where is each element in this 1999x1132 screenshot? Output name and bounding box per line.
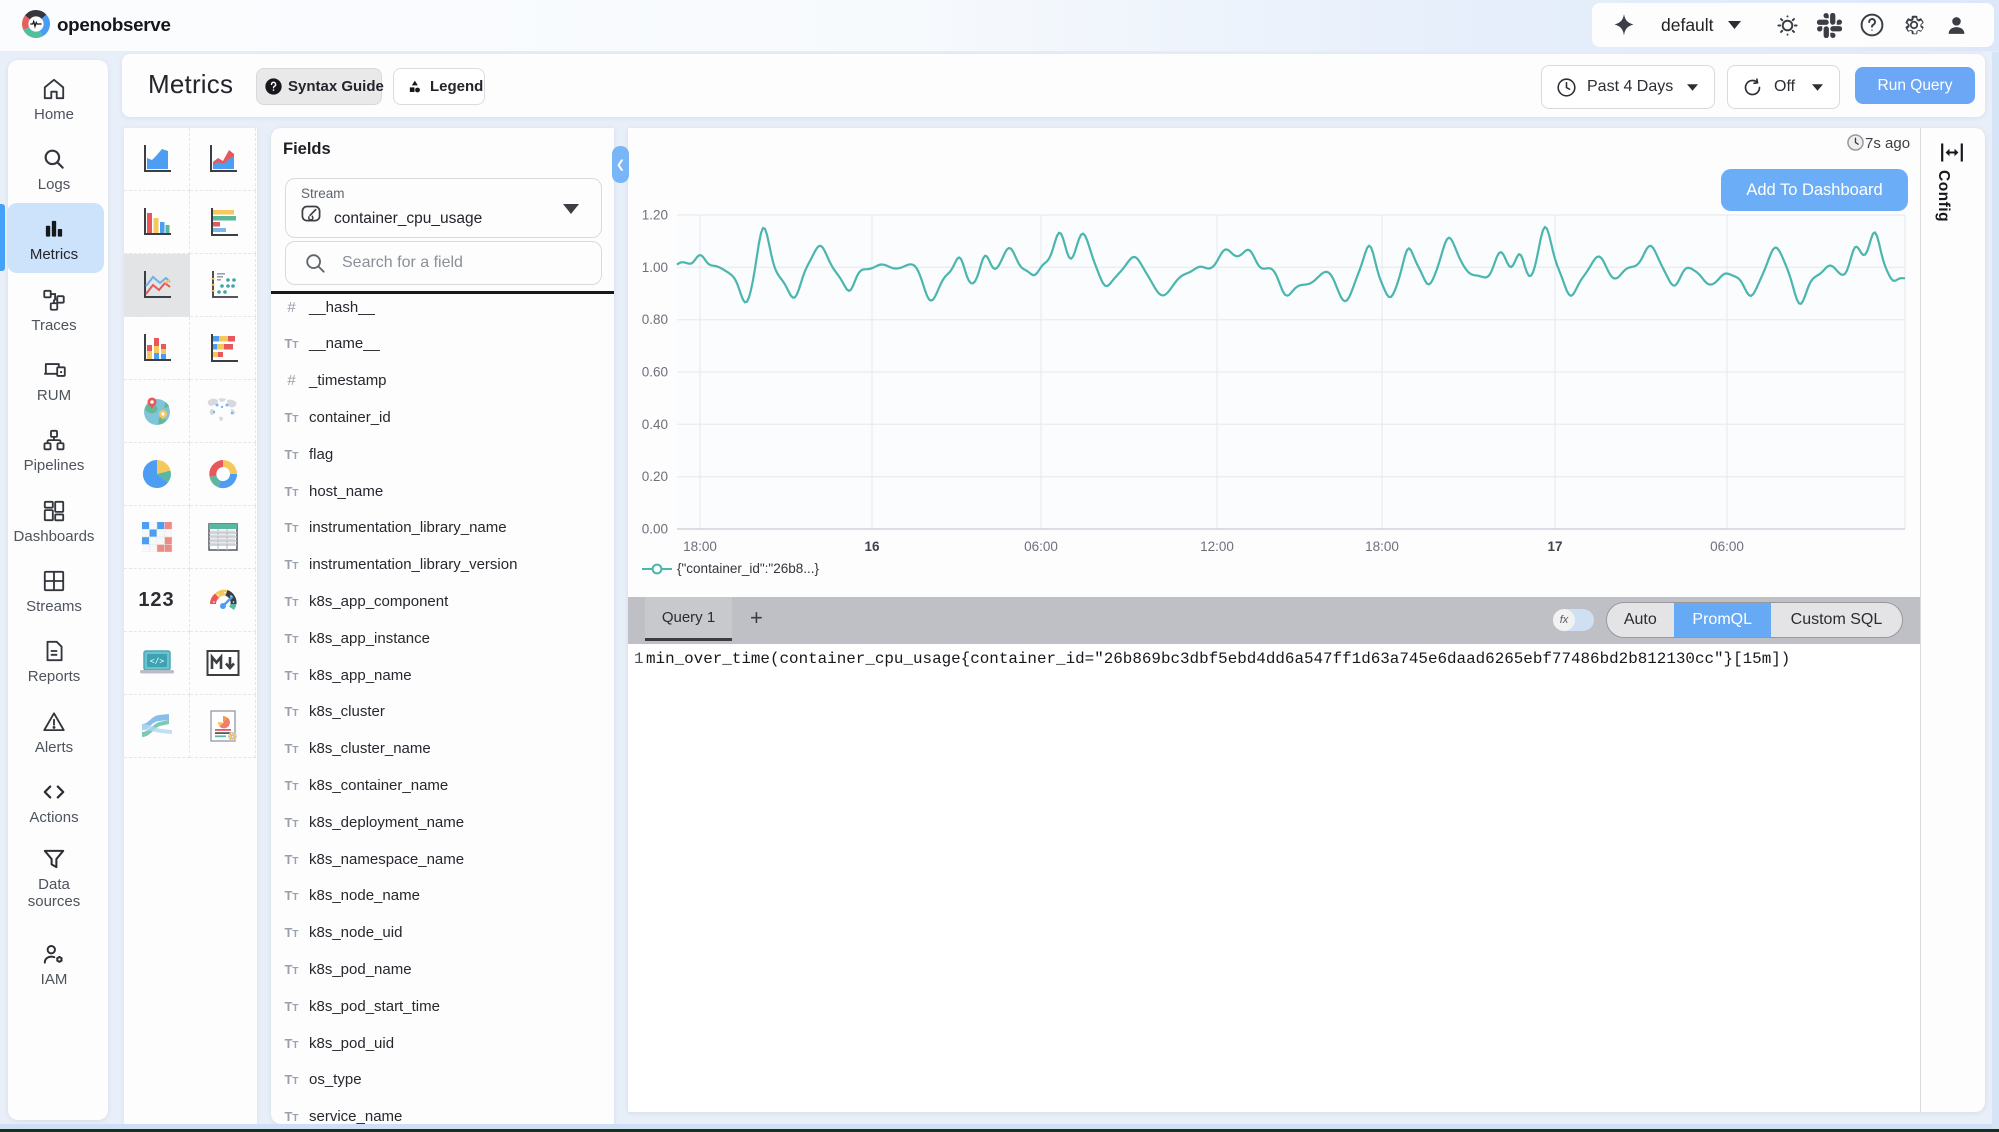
svg-text:0.40: 0.40 <box>642 417 668 432</box>
svg-text:06:00: 06:00 <box>1024 539 1058 554</box>
svg-text:0.80: 0.80 <box>642 312 668 327</box>
svg-text:18:00: 18:00 <box>683 539 717 554</box>
svg-text:12:00: 12:00 <box>1200 539 1234 554</box>
svg-text:</>: </> <box>149 657 164 666</box>
svg-text:1.20: 1.20 <box>642 208 668 223</box>
svg-text:0.20: 0.20 <box>642 469 668 484</box>
svg-text:0.60: 0.60 <box>642 365 668 380</box>
svg-text:06:00: 06:00 <box>1710 539 1744 554</box>
svg-text:1.00: 1.00 <box>642 260 668 275</box>
svg-text:16: 16 <box>864 539 880 554</box>
svg-text:0.00: 0.00 <box>642 522 668 537</box>
svg-text:18:00: 18:00 <box>1365 539 1399 554</box>
svg-text:17: 17 <box>1547 539 1562 554</box>
